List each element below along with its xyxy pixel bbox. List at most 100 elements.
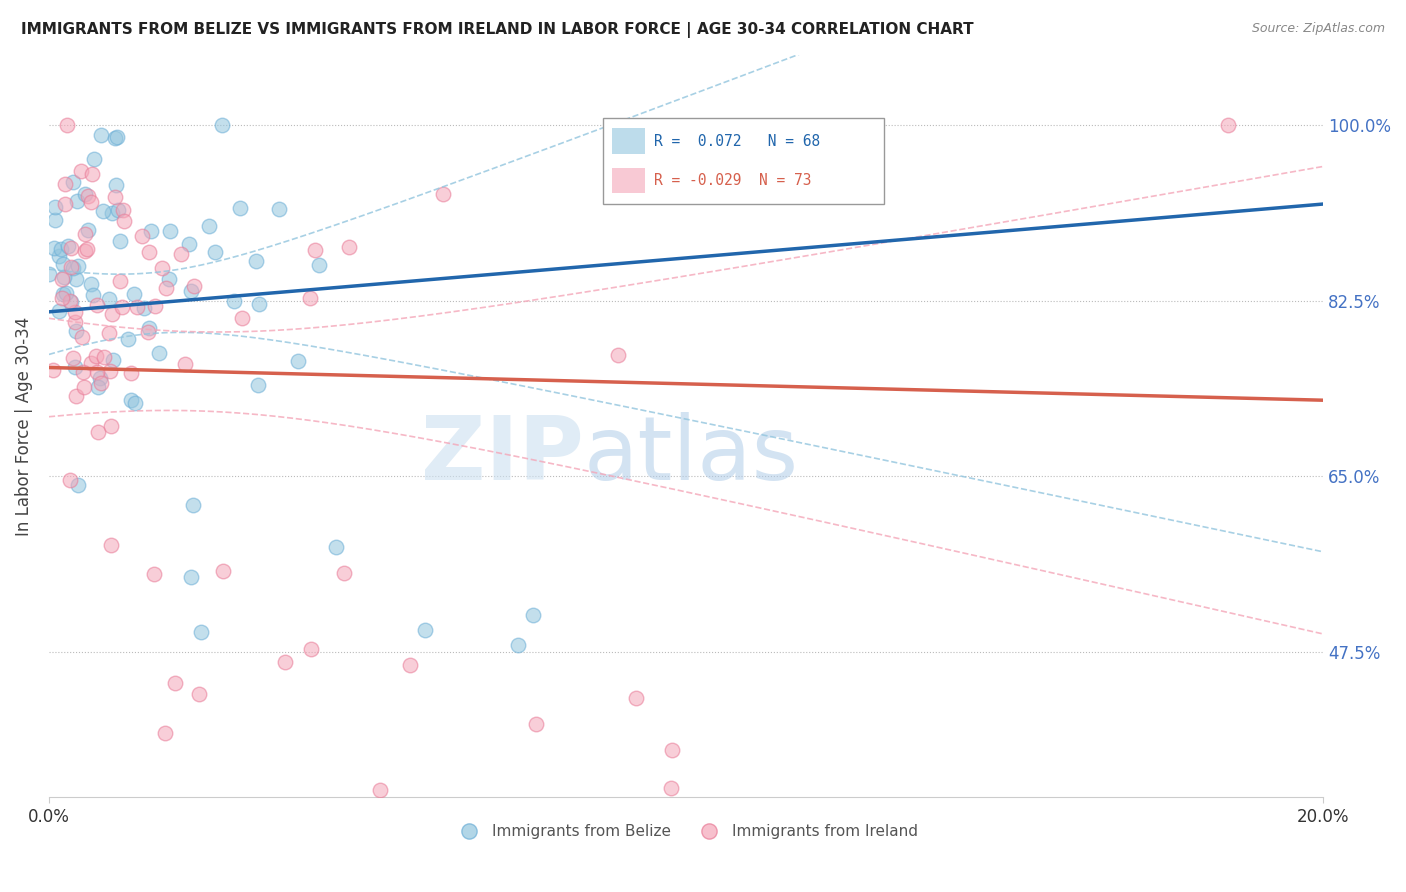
Point [65, 324, 87, 338]
Point [188, 687, 211, 701]
Point [87, 380, 110, 394]
Point [333, 566, 356, 580]
Point [108, 274, 131, 288]
Text: Source: ZipAtlas.com: Source: ZipAtlas.com [1251, 22, 1385, 36]
Point [337, 240, 360, 254]
Point [59, 294, 82, 309]
Point [626, 690, 648, 705]
Point [246, 378, 269, 392]
Text: atlas: atlas [583, 412, 799, 500]
Point [66, 478, 89, 492]
Point [65, 388, 87, 402]
Point [100, 364, 122, 378]
Point [87, 425, 110, 440]
Point [73, 380, 96, 394]
Point [42, 241, 65, 255]
Point [131, 228, 153, 243]
Point [120, 392, 142, 407]
Point [183, 278, 205, 293]
Point [308, 258, 330, 272]
Point [82, 287, 104, 301]
Point [80, 277, 103, 292]
Point [287, 354, 309, 368]
Point [44, 213, 66, 227]
Point [136, 325, 159, 339]
Point [177, 237, 200, 252]
Point [59, 473, 82, 487]
Point [224, 293, 246, 308]
Point [104, 131, 127, 145]
Y-axis label: In Labor Force | Age 30-34: In Labor Force | Age 30-34 [15, 317, 32, 536]
Point [49, 242, 72, 256]
Point [101, 206, 124, 220]
Point [100, 538, 122, 552]
Point [80, 167, 103, 181]
Point [93, 350, 115, 364]
Point [72, 365, 94, 379]
Point [163, 676, 186, 690]
Legend: Immigrants from Belize, Immigrants from Ireland: Immigrants from Belize, Immigrants from … [447, 818, 924, 846]
Point [247, 297, 270, 311]
Point [229, 202, 252, 216]
Point [60, 294, 83, 309]
Point [101, 307, 124, 321]
Point [63, 315, 86, 329]
Point [51, 292, 73, 306]
Point [48, 304, 70, 318]
Point [267, 202, 290, 216]
Point [55, 285, 77, 300]
Point [104, 178, 127, 192]
Point [67, 259, 90, 273]
Point [48, 249, 70, 263]
Point [157, 272, 180, 286]
Point [107, 129, 129, 144]
Point [299, 641, 322, 656]
Point [56, 119, 79, 133]
Point [52, 257, 75, 271]
Point [211, 119, 233, 133]
Point [75, 187, 97, 202]
Point [53, 196, 76, 211]
Point [153, 726, 176, 740]
Point [231, 310, 253, 325]
Point [86, 298, 108, 312]
Point [159, 224, 181, 238]
Point [139, 224, 162, 238]
Point [90, 128, 112, 143]
Point [659, 781, 682, 796]
Point [211, 564, 233, 578]
Point [76, 242, 98, 256]
Point [1216, 119, 1239, 133]
Point [80, 356, 103, 370]
Point [190, 625, 212, 640]
Point [180, 285, 202, 299]
Point [274, 655, 297, 669]
Point [143, 299, 166, 313]
Point [75, 227, 97, 242]
Point [124, 395, 146, 409]
Point [59, 260, 82, 274]
Point [42, 363, 65, 377]
Point [197, 219, 219, 234]
Point [204, 244, 226, 259]
Point [38, 267, 60, 281]
Point [97, 292, 120, 306]
Point [59, 241, 82, 255]
Point [108, 234, 131, 248]
Point [69, 163, 91, 178]
Point [607, 348, 630, 362]
Point [174, 357, 197, 371]
Point [399, 657, 422, 672]
Point [73, 244, 96, 259]
Point [77, 223, 100, 237]
Point [368, 782, 391, 797]
Point [44, 200, 66, 214]
Point [62, 175, 84, 189]
Point [155, 281, 177, 295]
Point [661, 743, 683, 757]
Point [86, 365, 108, 379]
Point [111, 203, 134, 218]
Point [107, 202, 129, 217]
Point [125, 301, 148, 315]
Point [524, 716, 547, 731]
